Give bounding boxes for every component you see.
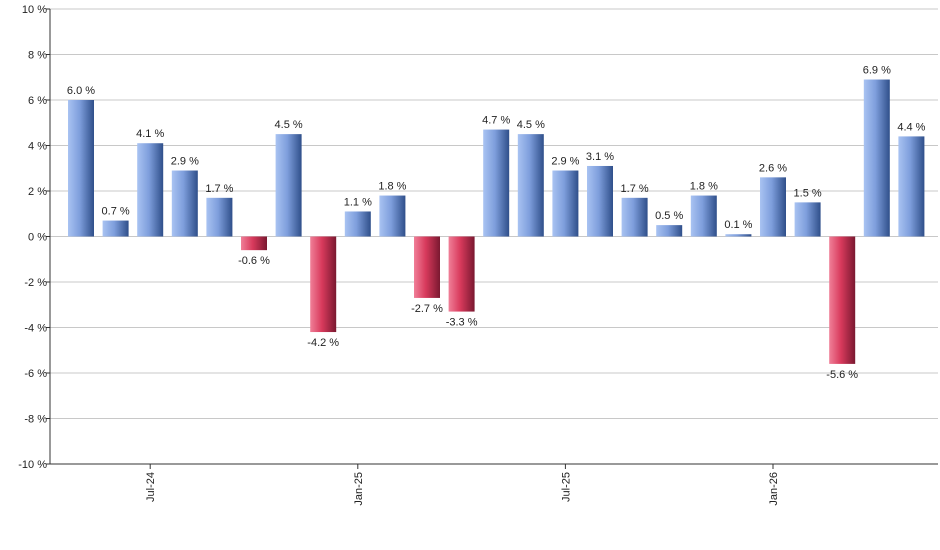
bar (552, 170, 579, 237)
bar (587, 165, 613, 237)
data-label: 2.6 % (759, 162, 787, 174)
data-label: 1.8 % (378, 181, 406, 193)
data-labels: 6.0 % 0.7 % 4.1 % 2.9 % 1.7 % -0.6 % 4.5 % -4.2… (67, 65, 926, 381)
y-tick-label: -4 % (24, 323, 47, 335)
data-label: 0.1 % (724, 219, 752, 231)
y-tick-label: 2 % (28, 186, 47, 198)
data-label: 1.8 % (690, 181, 718, 193)
y-tick-label: 6 % (28, 95, 47, 107)
x-tick-label: Jul-24 (145, 472, 157, 502)
bar (275, 134, 302, 237)
bar (483, 129, 510, 237)
bar (414, 236, 440, 298)
y-tick-label: -2 % (24, 277, 47, 289)
data-label: 2.9 % (551, 156, 579, 168)
bar (102, 220, 129, 237)
bar (344, 211, 371, 237)
data-label: 1.1 % (344, 196, 372, 208)
data-label: 0.7 % (102, 206, 130, 218)
y-tick-label: -8 % (24, 414, 47, 426)
data-label: 4.4 % (897, 121, 925, 133)
data-label: -5.6 % (826, 369, 858, 381)
bar (241, 236, 267, 251)
data-label: 6.0 % (67, 85, 95, 97)
data-label: 0.5 % (655, 210, 683, 222)
data-label: 1.7 % (205, 183, 233, 195)
bars (68, 79, 925, 364)
bar (863, 79, 890, 237)
data-label: 4.5 % (275, 119, 303, 131)
bar (448, 236, 475, 312)
x-tick-label: Jan-26 (768, 472, 780, 506)
y-tick-label: -10 % (18, 459, 47, 471)
y-tick-label: 0 % (28, 232, 47, 244)
bar (68, 100, 94, 237)
data-label: -0.6 % (238, 255, 270, 267)
bar (379, 195, 406, 237)
y-tick-label: 10 % (22, 4, 47, 16)
data-label: 6.9 % (863, 65, 891, 77)
data-label: 2.9 % (171, 156, 199, 168)
bar (829, 236, 856, 364)
bar (137, 143, 164, 237)
bar (690, 195, 717, 237)
x-axis-ticks: Jul-24 Jan-25 Jul-25 Jan-26 (145, 464, 780, 506)
x-tick-label: Jul-25 (560, 472, 572, 502)
data-label: 4.5 % (517, 119, 545, 131)
bar (725, 234, 752, 237)
data-label: 4.7 % (482, 115, 510, 127)
data-label: 1.5 % (794, 187, 822, 199)
y-axis-ticks: 10 % 8 % 6 % 4 % 2 % 0 % -2 % -4 % -6 % -8 % -10 % (18, 4, 50, 471)
bar (656, 225, 683, 237)
y-tick-label: 4 % (28, 141, 47, 153)
bar (898, 136, 925, 237)
data-label: 3.1 % (586, 151, 614, 163)
bar (517, 134, 544, 237)
data-label: 4.1 % (136, 128, 164, 140)
y-tick-label: -6 % (24, 368, 47, 380)
bar (310, 236, 337, 333)
data-label: -2.7 % (411, 303, 443, 315)
x-tick-label: Jan-25 (353, 472, 365, 506)
bar (760, 177, 786, 237)
data-label: -4.2 % (307, 337, 339, 349)
data-label: -3.3 % (446, 317, 478, 329)
data-label: 1.7 % (621, 183, 649, 195)
bar (621, 197, 648, 237)
axes (49, 9, 938, 465)
bar (794, 202, 821, 237)
bar (171, 170, 198, 237)
bar (206, 197, 233, 237)
y-tick-label: 8 % (28, 50, 47, 62)
